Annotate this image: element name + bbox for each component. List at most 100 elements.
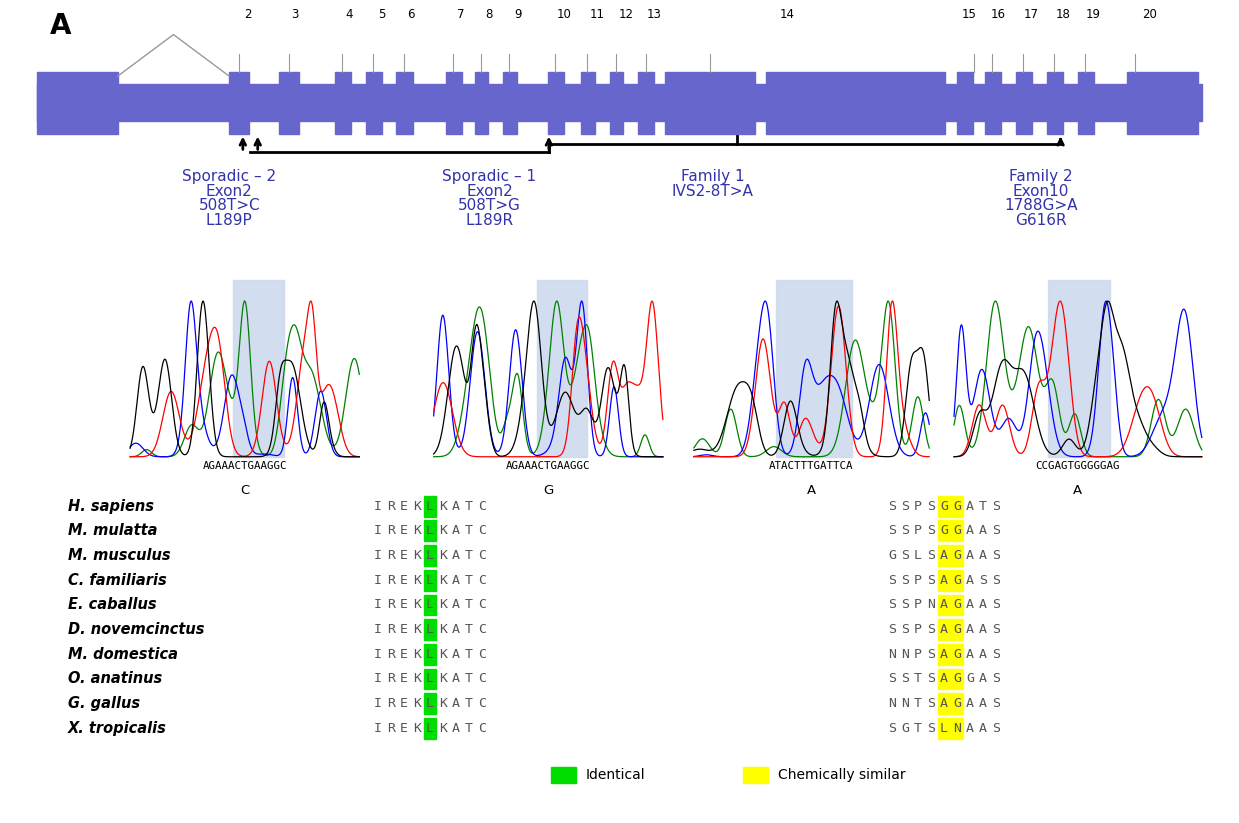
Text: A: A — [979, 598, 987, 611]
Text: S: S — [992, 648, 1000, 661]
Text: G: G — [953, 524, 961, 537]
Text: A: A — [979, 524, 987, 537]
Text: N: N — [927, 598, 935, 611]
Bar — [950, 693, 964, 714]
Text: S: S — [927, 648, 935, 661]
Text: A: A — [940, 648, 948, 661]
Text: R: R — [387, 672, 395, 686]
Text: E: E — [400, 697, 408, 710]
Text: A: A — [452, 722, 460, 735]
Bar — [1127, 72, 1198, 133]
Text: A: A — [452, 598, 460, 611]
Bar — [743, 767, 768, 783]
Text: A: A — [940, 623, 948, 636]
Text: IVS2-8T>A: IVS2-8T>A — [672, 184, 753, 198]
Text: G: G — [888, 549, 896, 562]
Bar — [938, 520, 950, 542]
Bar — [396, 72, 413, 133]
Text: T: T — [979, 500, 987, 513]
Text: A: A — [452, 574, 460, 587]
Text: S: S — [992, 697, 1000, 710]
Text: I: I — [374, 697, 382, 710]
Text: 2: 2 — [244, 7, 252, 21]
Text: T: T — [465, 549, 473, 562]
Text: Exon2: Exon2 — [206, 184, 253, 198]
Text: 16: 16 — [991, 7, 1006, 21]
Text: P: P — [914, 500, 922, 513]
Bar — [424, 619, 436, 640]
Text: Family 2: Family 2 — [1009, 169, 1073, 184]
Text: I: I — [374, 598, 382, 611]
Bar — [950, 545, 964, 566]
Text: S: S — [979, 574, 987, 587]
Bar — [638, 72, 654, 133]
Text: 18: 18 — [1056, 7, 1070, 21]
Text: C: C — [478, 500, 486, 513]
Text: A: A — [940, 672, 948, 686]
Bar — [938, 570, 950, 591]
Text: S: S — [901, 500, 909, 513]
Text: S: S — [927, 623, 935, 636]
Text: Exon2: Exon2 — [466, 184, 513, 198]
Bar — [37, 72, 118, 133]
Text: G: G — [953, 697, 961, 710]
Text: S: S — [992, 574, 1000, 587]
Text: G: G — [953, 574, 961, 587]
Text: D. novemcinctus: D. novemcinctus — [68, 622, 204, 637]
Text: A: A — [452, 672, 460, 686]
Bar — [424, 668, 436, 690]
Bar — [233, 280, 284, 457]
Text: AGAAACTGAAGGC: AGAAACTGAAGGC — [202, 461, 287, 471]
Text: A: A — [979, 648, 987, 661]
Text: G: G — [953, 500, 961, 513]
Text: A: A — [966, 648, 974, 661]
Text: A: A — [940, 574, 948, 587]
Text: K: K — [439, 500, 447, 513]
Text: Chemically similar: Chemically similar — [778, 768, 906, 783]
Text: C: C — [478, 697, 486, 710]
Text: A: A — [966, 574, 974, 587]
Text: H. sapiens: H. sapiens — [68, 499, 154, 514]
Text: 12: 12 — [618, 7, 633, 21]
Bar — [424, 545, 436, 566]
Bar — [1016, 72, 1032, 133]
Text: C. familiaris: C. familiaris — [68, 573, 167, 588]
Text: 6: 6 — [408, 7, 415, 21]
Text: A: A — [940, 697, 948, 710]
Text: K: K — [439, 524, 447, 537]
Text: L: L — [426, 697, 434, 710]
Text: CCGAGTGGGGGAG: CCGAGTGGGGGAG — [1036, 461, 1120, 471]
Text: P: P — [914, 574, 922, 587]
Text: R: R — [387, 697, 395, 710]
Text: G: G — [953, 623, 961, 636]
Text: S: S — [901, 672, 909, 686]
Text: T: T — [914, 672, 922, 686]
Text: L: L — [426, 722, 434, 735]
Text: N: N — [888, 697, 896, 710]
Text: S: S — [992, 549, 1000, 562]
Text: T: T — [465, 722, 473, 735]
Text: C: C — [478, 524, 486, 537]
Text: G: G — [543, 484, 554, 497]
Text: G: G — [953, 598, 961, 611]
Text: K: K — [439, 549, 447, 562]
Text: K: K — [413, 598, 421, 611]
Text: A: A — [979, 672, 987, 686]
Text: R: R — [387, 648, 395, 661]
Text: 19: 19 — [1085, 7, 1100, 21]
Text: A: A — [452, 500, 460, 513]
Text: S: S — [927, 697, 935, 710]
Text: A: A — [979, 722, 987, 735]
Bar — [424, 570, 436, 591]
Text: A: A — [452, 623, 460, 636]
Text: G: G — [953, 648, 961, 661]
Text: 1788G>A: 1788G>A — [1004, 198, 1078, 213]
Text: S: S — [927, 549, 935, 562]
Bar — [424, 693, 436, 714]
Text: S: S — [888, 574, 896, 587]
Bar — [229, 72, 249, 133]
Bar — [424, 594, 436, 616]
Text: L189R: L189R — [466, 213, 513, 228]
Text: A: A — [452, 524, 460, 537]
Text: 20: 20 — [1142, 7, 1157, 21]
